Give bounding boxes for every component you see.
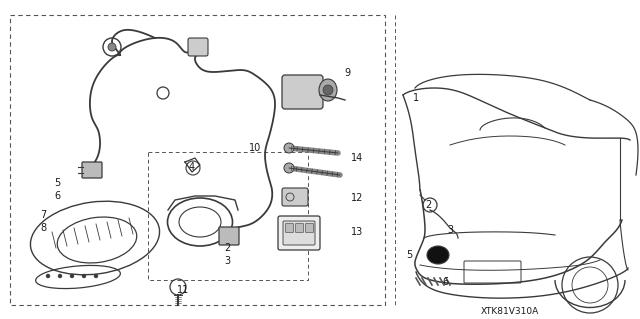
FancyBboxPatch shape <box>296 224 303 233</box>
Text: 2: 2 <box>425 200 431 210</box>
FancyBboxPatch shape <box>283 221 315 245</box>
Circle shape <box>108 43 116 51</box>
Bar <box>148 152 308 280</box>
FancyBboxPatch shape <box>219 227 239 245</box>
Ellipse shape <box>427 246 449 264</box>
FancyBboxPatch shape <box>305 224 314 233</box>
FancyBboxPatch shape <box>188 38 208 56</box>
Text: 7: 7 <box>40 210 46 220</box>
Circle shape <box>284 143 294 153</box>
FancyBboxPatch shape <box>82 162 102 178</box>
Text: 10: 10 <box>249 143 261 153</box>
Text: 12: 12 <box>351 193 363 203</box>
Text: 9: 9 <box>344 68 350 78</box>
Circle shape <box>70 274 74 278</box>
Text: 1: 1 <box>413 93 419 103</box>
FancyBboxPatch shape <box>282 75 323 109</box>
Circle shape <box>82 274 86 278</box>
Text: 5: 5 <box>406 250 412 260</box>
Circle shape <box>323 85 333 95</box>
Text: 13: 13 <box>351 227 363 237</box>
Text: 2: 2 <box>224 243 230 253</box>
Text: 14: 14 <box>351 153 363 163</box>
Text: 11: 11 <box>177 285 189 295</box>
Text: 8: 8 <box>40 223 46 233</box>
Ellipse shape <box>319 79 337 101</box>
Text: 6: 6 <box>442 277 448 287</box>
Text: 3: 3 <box>447 225 453 235</box>
Circle shape <box>94 274 98 278</box>
Circle shape <box>58 274 62 278</box>
Circle shape <box>46 274 50 278</box>
Text: 5: 5 <box>54 178 60 188</box>
Text: XTK81V310A: XTK81V310A <box>481 307 539 315</box>
Text: 3: 3 <box>224 256 230 266</box>
FancyBboxPatch shape <box>282 188 308 206</box>
Text: 4: 4 <box>189 162 195 172</box>
FancyBboxPatch shape <box>278 216 320 250</box>
Text: 6: 6 <box>54 191 60 201</box>
FancyBboxPatch shape <box>285 224 294 233</box>
Circle shape <box>284 163 294 173</box>
Bar <box>10 15 385 305</box>
